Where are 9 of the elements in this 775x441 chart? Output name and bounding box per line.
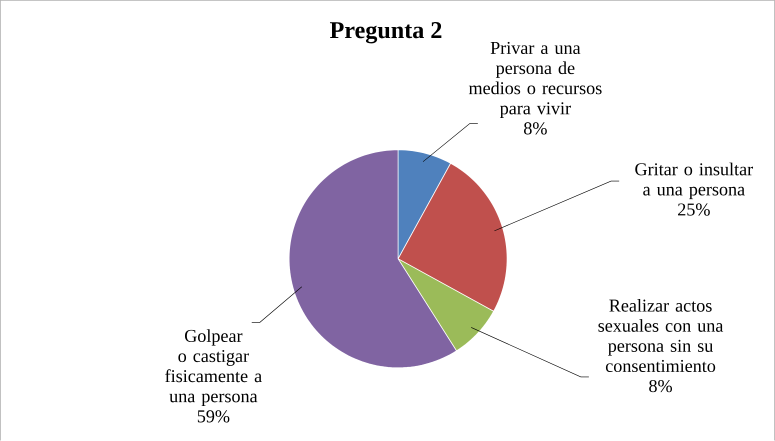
slice-label: Privar a una persona de medios o recursos para vivir	[468, 42, 602, 118]
data-label: 8%	[524, 122, 547, 135]
data-label: 8%	[649, 380, 672, 392]
slice-label: Golpear o castigar fisicamente a una persona	[165, 329, 262, 406]
data-label: 25%	[678, 203, 710, 216]
data-label: 59%	[198, 410, 230, 423]
slice-label: Gritar o insultar a una persona	[635, 162, 754, 200]
slice-label: Realizar actos sexuales con una persona sin su consentimiento	[598, 299, 724, 372]
chart-title: Pregunta 2	[330, 22, 442, 44]
